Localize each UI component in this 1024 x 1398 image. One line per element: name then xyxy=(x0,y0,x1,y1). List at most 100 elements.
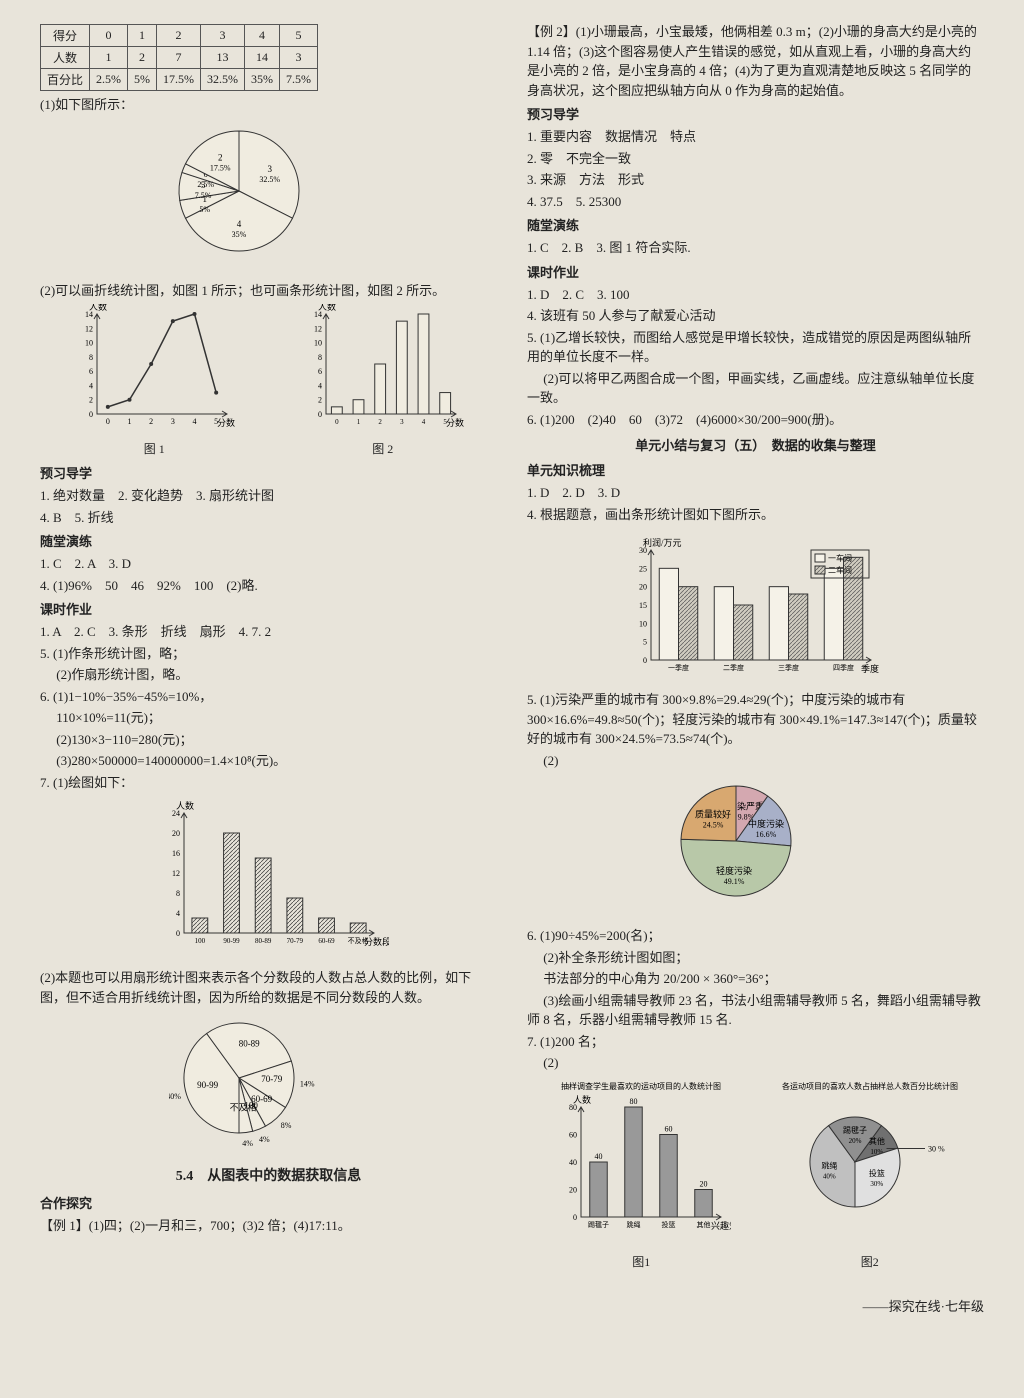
svg-text:17.5%: 17.5% xyxy=(209,163,230,172)
svg-text:投篮: 投篮 xyxy=(869,1167,885,1177)
svg-text:100: 100 xyxy=(194,937,205,945)
svg-text:30 %: 30 % xyxy=(928,1144,945,1153)
svg-text:人数: 人数 xyxy=(176,800,194,811)
svg-text:跳绳: 跳绳 xyxy=(627,1220,641,1229)
q7-2-text: (2)本题也可以用扇形统计图来表示各个分数段的人数占总人数的比例，如下图，但不适… xyxy=(40,968,497,1007)
svg-text:16.6%: 16.6% xyxy=(755,830,776,839)
svg-text:4%: 4% xyxy=(242,1139,253,1148)
suitang-heading-2: 随堂演练 xyxy=(527,215,984,234)
svg-text:30%: 30% xyxy=(252,1013,267,1015)
svg-text:60: 60 xyxy=(665,1124,673,1133)
svg-text:90-99: 90-99 xyxy=(223,937,240,945)
svg-text:0: 0 xyxy=(176,929,180,938)
svg-text:3: 3 xyxy=(267,164,272,174)
svg-text:季度: 季度 xyxy=(861,663,879,674)
svg-text:10: 10 xyxy=(85,339,93,348)
keshi-heading-2: 课时作业 xyxy=(527,262,984,281)
bar-chart-1: 02468101214人数分数012345 xyxy=(298,304,468,434)
svg-text:一季度: 一季度 xyxy=(668,663,689,672)
svg-text:踢毽子: 踢毽子 xyxy=(843,1125,867,1135)
svg-text:中度污染: 中度污染 xyxy=(747,818,783,829)
svg-text:10: 10 xyxy=(639,619,647,628)
example-1: 【例 1】(1)四；(2)一月和三，700；(3)2 倍；(4)17:11。 xyxy=(40,1216,497,1236)
svg-text:12: 12 xyxy=(172,869,180,878)
svg-text:兴趣爱好: 兴趣爱好 xyxy=(711,1220,731,1231)
svg-text:各运动项目的喜欢人数占抽样总人数百分比统计图: 各运动项目的喜欢人数占抽样总人数百分比统计图 xyxy=(782,1081,958,1091)
bar-chart-2: 04812162024人数分数段10090-9980-8970-7960-69不… xyxy=(149,798,389,958)
svg-text:8: 8 xyxy=(176,889,180,898)
svg-text:8: 8 xyxy=(89,353,93,362)
svg-text:90-99: 90-99 xyxy=(197,1080,218,1090)
svg-text:20%: 20% xyxy=(848,1137,861,1145)
q2-text: (2)可以画折线统计图，如图 1 所示；也可画条形统计图，如图 2 所示。 xyxy=(40,281,497,301)
svg-text:14%: 14% xyxy=(299,1080,314,1089)
svg-text:8%: 8% xyxy=(280,1121,291,1130)
svg-text:40: 40 xyxy=(595,1152,603,1161)
svg-text:80-89: 80-89 xyxy=(238,1039,259,1049)
svg-text:24.5%: 24.5% xyxy=(702,820,723,829)
yuxi-heading-2: 预习导学 xyxy=(527,104,984,123)
svg-text:4: 4 xyxy=(236,219,241,229)
svg-text:2: 2 xyxy=(378,418,382,426)
svg-text:0: 0 xyxy=(643,656,647,665)
svg-text:40: 40 xyxy=(569,1158,577,1167)
svg-text:0: 0 xyxy=(318,410,322,419)
svg-text:4%: 4% xyxy=(258,1135,269,1144)
svg-text:利润/万元: 利润/万元 xyxy=(643,537,682,548)
svg-text:1: 1 xyxy=(128,417,132,426)
svg-text:2: 2 xyxy=(318,396,322,405)
svg-text:60: 60 xyxy=(569,1130,577,1139)
hezuo-heading: 合作探究 xyxy=(40,1193,497,1212)
svg-text:40%: 40% xyxy=(169,1092,181,1101)
svg-text:不及格: 不及格 xyxy=(347,936,368,945)
svg-text:16: 16 xyxy=(172,849,180,858)
svg-text:7.5%: 7.5% xyxy=(194,191,211,200)
svg-text:5%: 5% xyxy=(199,205,210,214)
svg-text:20: 20 xyxy=(700,1179,708,1188)
svg-text:6: 6 xyxy=(89,367,93,376)
svg-text:20: 20 xyxy=(172,829,180,838)
svg-text:踢毽子: 踢毽子 xyxy=(588,1220,609,1229)
svg-text:30%: 30% xyxy=(870,1179,883,1187)
line-chart: 02468101214人数分数012345 xyxy=(69,304,239,434)
svg-text:2: 2 xyxy=(89,396,93,405)
svg-text:2: 2 xyxy=(217,152,222,162)
example-2: 【例 2】(1)小珊最高，小宝最矮，他俩相差 0.3 m；(2)小珊的身高大约是… xyxy=(527,22,984,100)
svg-text:10: 10 xyxy=(314,339,322,348)
svg-text:20: 20 xyxy=(569,1185,577,1194)
svg-text:70-79: 70-79 xyxy=(261,1074,282,1084)
svg-text:人数: 人数 xyxy=(573,1094,591,1105)
fig1-caption: 图 1 xyxy=(69,440,239,457)
svg-text:一车间: 一车间 xyxy=(828,553,852,563)
yuxi-heading: 预习导学 xyxy=(40,463,497,482)
svg-text:不及格: 不及格 xyxy=(229,1102,256,1113)
svg-text:4: 4 xyxy=(318,381,322,390)
svg-text:60-69: 60-69 xyxy=(318,937,335,945)
svg-text:20: 20 xyxy=(639,583,647,592)
svg-text:2.5%: 2.5% xyxy=(197,180,214,189)
svg-text:二车间: 二车间 xyxy=(828,565,852,575)
svg-text:4: 4 xyxy=(193,417,197,426)
bar-chart-4: 020406080人数兴趣爱好踢毽子跳绳投篮其他40806020抽样调查学生最喜… xyxy=(551,1077,731,1247)
left-column: 得分012345 人数12713143 百分比2.5%5%17.5%32.5%3… xyxy=(40,20,497,1276)
svg-text:12: 12 xyxy=(85,324,93,333)
keshi-heading: 课时作业 xyxy=(40,599,497,618)
unit-5-title: 单元小结与复习（五） 数据的收集与整理 xyxy=(527,435,984,454)
svg-text:投篮: 投篮 xyxy=(662,1220,676,1229)
svg-text:0: 0 xyxy=(335,418,339,426)
svg-text:6: 6 xyxy=(318,367,322,376)
fig2-caption: 图 2 xyxy=(298,440,468,457)
right-column: 【例 2】(1)小珊最高，小宝最矮，他俩相差 0.3 m；(2)小珊的身高大约是… xyxy=(527,20,984,1276)
suitang-heading: 随堂演练 xyxy=(40,531,497,550)
section-5-4-title: 5.4 从图表中的数据获取信息 xyxy=(40,1165,497,1185)
svg-text:2: 2 xyxy=(149,417,153,426)
svg-text:其他: 其他 xyxy=(869,1136,885,1146)
pie-chart-2: 90-9940%80-8930%70-7914%60-698%1004%不及格4… xyxy=(169,1013,369,1153)
svg-text:4: 4 xyxy=(176,909,180,918)
svg-text:跳绳: 跳绳 xyxy=(821,1160,837,1170)
svg-text:3: 3 xyxy=(171,417,175,426)
pie-chart-1: 332.5%435%15%57.5%02.5%217.5% xyxy=(40,121,497,275)
svg-text:分数: 分数 xyxy=(217,417,235,428)
svg-text:分数: 分数 xyxy=(446,417,464,428)
pie-chart-4: 各运动项目的喜欢人数占抽样总人数百分比统计图跳绳40%踢毽子20%其他10%投篮… xyxy=(780,1077,960,1247)
